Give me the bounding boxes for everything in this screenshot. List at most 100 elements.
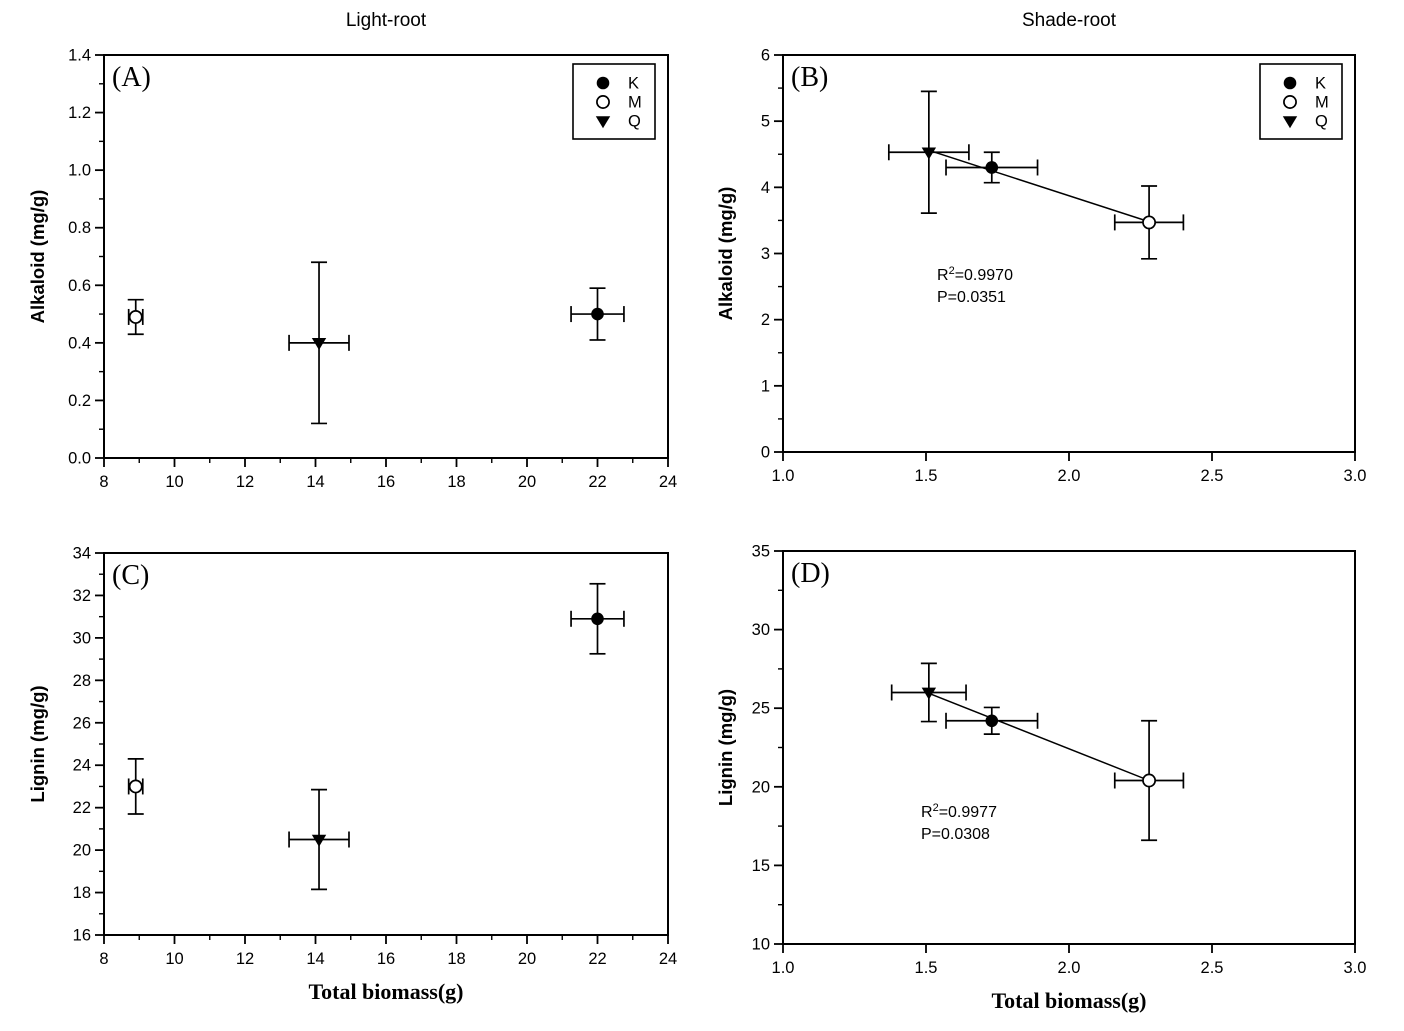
panel-c: 8 10 12 14 16 18 20 22 24 16 18 20 22 24 26 28 30 32 34 (C)… [27, 545, 677, 1005]
y-tick-label: 0.4 [68, 334, 91, 352]
panel-letter: (B) [791, 62, 828, 93]
plot-frame [782, 54, 1356, 453]
x-tick-label: 20 [518, 950, 536, 968]
x-tick-label: 1.5 [915, 467, 938, 485]
panel-b: 1.0 1.5 2.0 2.5 3.0 0 1 2 3 4 5 6 Shade-root (B) Alkal… [715, 10, 1367, 485]
y-tick-label: 10 [752, 936, 770, 954]
legend-label-K: K [1315, 75, 1326, 93]
x-tick-label: 24 [659, 473, 677, 491]
x-tick-label: 10 [165, 950, 183, 968]
y-axis-label: Alkaloid (mg/g) [715, 187, 736, 321]
data-point-Q-marker [311, 338, 327, 351]
y-tick-label: 24 [73, 757, 91, 775]
annotation-p-value: P=0.0308 [921, 826, 990, 843]
annotation-p-value: P=0.0351 [937, 289, 1006, 306]
panel-letter: (D) [791, 558, 830, 589]
x-tick-label: 16 [377, 950, 395, 968]
x-tick-label: 14 [306, 473, 324, 491]
x-axis-label: Total biomass(g) [991, 988, 1146, 1013]
x-tick-label: 1.0 [772, 959, 795, 977]
y-axis-label: Lignin (mg/g) [27, 685, 48, 802]
x-tick-label: 18 [447, 950, 465, 968]
data-point-group-K [945, 151, 1039, 184]
legend-marker-M [1283, 95, 1297, 109]
x-axis-label: Total biomass(g) [308, 979, 463, 1004]
y-tick-label: 1 [761, 377, 770, 395]
x-tick-label: 16 [377, 473, 395, 491]
data-point-K-marker [985, 714, 999, 728]
y-tick-label: 4 [761, 179, 770, 197]
panel-title: Light-root [346, 10, 427, 31]
data-point-group-M [127, 298, 144, 336]
legend-label-M: M [628, 94, 642, 112]
y-tick-label: 16 [73, 927, 91, 945]
data-point-group-K [945, 706, 1039, 735]
y-tick-label: 6 [761, 47, 770, 65]
data-point-group-M [1113, 719, 1185, 842]
y-tick-label: 30 [752, 621, 770, 639]
y-tick-label: 26 [73, 714, 91, 732]
y-tick-label: 0.0 [68, 450, 91, 468]
data-point-K-marker [591, 612, 604, 626]
plot-frame [103, 54, 669, 459]
x-tick-label: 20 [518, 473, 536, 491]
data-point-M-marker [128, 310, 143, 324]
x-tick-label: 14 [306, 950, 324, 968]
legend-marker-Q [595, 116, 611, 129]
legend-marker-Q [1282, 116, 1298, 129]
y-tick-label: 15 [752, 857, 770, 875]
panel-d: 1.0 1.5 2.0 2.5 3.0 10 15 20 25 30 35 (D) Lignin (mg… [715, 543, 1367, 1014]
data-point-group-K [570, 582, 625, 655]
annotation-r-squared: R2=0.9970 [937, 265, 1013, 284]
panel-letter: (C) [112, 560, 149, 591]
y-tick-label: 0 [761, 444, 770, 462]
x-tick-label: 22 [588, 473, 606, 491]
x-tick-label: 1.5 [915, 959, 938, 977]
y-tick-label: 5 [761, 113, 770, 131]
x-tick-label: 1.0 [772, 467, 795, 485]
legend-box [1259, 63, 1343, 140]
x-tick-label: 2.0 [1058, 467, 1081, 485]
y-axis-label: Lignin (mg/g) [715, 689, 736, 806]
y-tick-label: 0.8 [68, 219, 91, 237]
y-tick-label: 32 [73, 587, 91, 605]
y-tick-label: 20 [752, 778, 770, 796]
x-tick-label: 22 [588, 950, 606, 968]
y-tick-label: 3 [761, 245, 770, 263]
x-tick-label: 12 [236, 950, 254, 968]
data-point-Q-marker [921, 687, 937, 700]
y-tick-label: 1.0 [68, 162, 91, 180]
x-tick-label: 10 [165, 473, 183, 491]
y-tick-label: 1.2 [68, 104, 91, 122]
data-point-K-marker [591, 307, 604, 321]
y-tick-label: 18 [73, 884, 91, 902]
plot-frame [782, 550, 1356, 945]
legend-label-Q: Q [628, 113, 641, 131]
y-axis-label: Alkaloid (mg/g) [27, 190, 48, 324]
x-tick-label: 3.0 [1344, 959, 1367, 977]
y-tick-label: 25 [752, 700, 770, 718]
data-point-group-K [570, 287, 625, 341]
data-point-Q-marker [311, 834, 327, 847]
data-point-group-Q [890, 662, 967, 723]
legend-label-Q: Q [1315, 113, 1328, 131]
data-point-M-marker [128, 779, 143, 794]
x-tick-label: 18 [447, 473, 465, 491]
y-tick-label: 1.4 [68, 47, 91, 65]
data-point-K-marker [985, 161, 999, 174]
data-point-M-marker [1142, 773, 1157, 788]
y-tick-label: 28 [73, 672, 91, 690]
x-tick-label: 24 [659, 950, 677, 968]
data-point-group-Q [887, 90, 970, 214]
y-tick-label: 0.6 [68, 277, 91, 295]
x-tick-label: 3.0 [1344, 467, 1367, 485]
regression-line [928, 692, 1150, 782]
x-tick-label: 2.0 [1058, 959, 1081, 977]
legend-marker-M [596, 95, 610, 109]
y-tick-label: 20 [73, 842, 91, 860]
data-point-group-M [127, 758, 144, 815]
legend-label-K: K [628, 75, 639, 93]
x-tick-label: 2.5 [1201, 467, 1224, 485]
legend-marker-K [596, 76, 610, 90]
